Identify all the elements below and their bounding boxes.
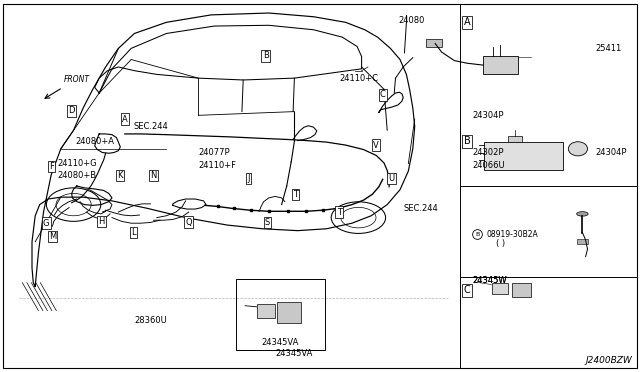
Text: T: T bbox=[337, 208, 342, 217]
Text: 24080+A: 24080+A bbox=[76, 137, 115, 146]
Text: A: A bbox=[122, 115, 127, 124]
Text: D: D bbox=[68, 106, 75, 115]
Bar bbox=[484, 142, 563, 170]
Text: V: V bbox=[373, 141, 378, 150]
Text: F: F bbox=[49, 162, 54, 171]
Bar bbox=[492, 283, 508, 294]
Text: 08919-30B2A: 08919-30B2A bbox=[486, 230, 538, 239]
Text: 24110+F: 24110+F bbox=[198, 161, 236, 170]
Text: 24345W: 24345W bbox=[472, 276, 507, 285]
Text: J2400BZW: J2400BZW bbox=[586, 356, 632, 365]
Text: H: H bbox=[98, 217, 104, 226]
Text: ( ): ( ) bbox=[496, 239, 505, 248]
Text: L: L bbox=[131, 228, 136, 237]
Bar bbox=[257, 304, 275, 318]
Text: Q: Q bbox=[186, 218, 192, 227]
Bar bbox=[508, 136, 522, 142]
Bar bbox=[236, 279, 325, 350]
Text: 24304P: 24304P bbox=[595, 148, 627, 157]
Text: 24345VA: 24345VA bbox=[262, 339, 299, 347]
Text: A: A bbox=[464, 17, 470, 27]
Bar bbox=[577, 239, 588, 244]
Text: G: G bbox=[43, 219, 49, 228]
Text: U: U bbox=[388, 174, 395, 183]
Text: 24110+C: 24110+C bbox=[339, 74, 378, 83]
Text: SEC.244: SEC.244 bbox=[133, 122, 168, 131]
Text: B: B bbox=[464, 137, 470, 146]
Text: 24110+G: 24110+G bbox=[58, 159, 97, 168]
Text: M: M bbox=[49, 232, 56, 241]
Text: 24066U: 24066U bbox=[472, 161, 505, 170]
Text: 24077P: 24077P bbox=[198, 148, 230, 157]
Text: N: N bbox=[150, 171, 157, 180]
Text: C: C bbox=[380, 90, 386, 99]
Text: T: T bbox=[293, 190, 298, 199]
Text: 24080: 24080 bbox=[398, 16, 424, 25]
Text: 24345W: 24345W bbox=[472, 276, 507, 285]
Text: FRONT: FRONT bbox=[64, 75, 90, 84]
Text: K: K bbox=[118, 171, 123, 180]
Text: 24345VA: 24345VA bbox=[275, 349, 312, 358]
Text: 28360U: 28360U bbox=[134, 316, 167, 325]
Ellipse shape bbox=[577, 212, 588, 216]
Text: 24304P: 24304P bbox=[472, 111, 504, 120]
Text: S: S bbox=[265, 218, 270, 227]
Bar bbox=[277, 302, 301, 323]
Bar bbox=[512, 283, 531, 297]
Text: J: J bbox=[247, 174, 250, 183]
Text: C: C bbox=[464, 285, 470, 295]
Bar bbox=[483, 56, 518, 74]
Ellipse shape bbox=[568, 142, 588, 156]
Text: B: B bbox=[262, 51, 269, 60]
Text: B: B bbox=[476, 232, 479, 237]
Bar bbox=[426, 39, 442, 47]
Text: 24080+B: 24080+B bbox=[58, 171, 97, 180]
Text: 24302P: 24302P bbox=[472, 148, 504, 157]
Text: 25411: 25411 bbox=[595, 44, 621, 53]
Text: SEC.244: SEC.244 bbox=[403, 204, 438, 213]
